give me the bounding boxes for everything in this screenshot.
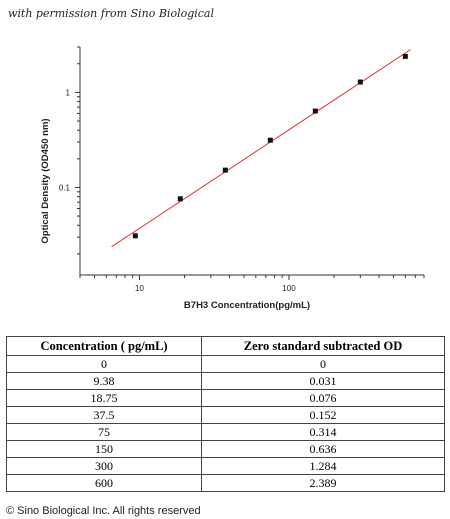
calibration-chart: 10 100 0.1 1 B7H3 Concentration(pg/mL) Optica…	[0, 30, 450, 320]
cell-od: 2.389	[201, 474, 445, 492]
cell-concentration: 37.5	[5, 406, 203, 424]
data-point	[222, 167, 228, 173]
table-row: 600 2.389	[5, 474, 445, 492]
cell-od: 0.636	[201, 440, 445, 458]
x-tick-label: 100	[282, 284, 296, 293]
cell-od: 0.076	[201, 389, 445, 407]
data-point	[312, 108, 318, 114]
table-row: 37.5 0.152	[5, 406, 445, 424]
copyright-text: © Sino Biological Inc. All rights reserv…	[6, 505, 201, 517]
cell-od: 1.284	[201, 457, 445, 475]
x-tick-label: 10	[135, 284, 144, 293]
fit-line	[111, 49, 411, 248]
cell-concentration: 0	[5, 355, 203, 373]
table-row: 18.75 0.076	[5, 389, 445, 407]
cell-od: 0.031	[201, 372, 445, 390]
y-tick-label: 1	[66, 88, 71, 97]
data-point	[267, 137, 273, 143]
data-point	[177, 196, 183, 202]
data-point	[402, 53, 408, 59]
table-row: 9.38 0.031	[5, 372, 445, 390]
cell-concentration: 150	[5, 440, 203, 458]
data-point	[357, 79, 363, 85]
cell-od: 0	[201, 355, 445, 373]
header-od: Zero standard subtracted OD	[201, 336, 445, 356]
cell-concentration: 300	[5, 457, 203, 475]
cell-concentration: 18.75	[5, 389, 203, 407]
data-point	[132, 233, 138, 239]
table-row: 300 1.284	[5, 457, 445, 475]
cell-concentration: 9.38	[5, 372, 203, 390]
cell-od: 0.152	[201, 406, 445, 424]
table-row: 0 0	[5, 355, 445, 373]
table-row: 75 0.314	[5, 423, 445, 441]
x-axis-label: B7H3 Concentration(pg/mL)	[184, 300, 310, 311]
cell-concentration: 600	[5, 474, 203, 492]
table-row: 150 0.636	[5, 440, 445, 458]
header-concentration: Concentration ( pg/mL)	[5, 336, 203, 356]
data-table: Concentration ( pg/mL) Zero standard sub…	[5, 336, 445, 492]
table-header-row: Concentration ( pg/mL) Zero standard sub…	[5, 336, 445, 356]
cell-concentration: 75	[5, 423, 203, 441]
cell-od: 0.314	[201, 423, 445, 441]
y-tick-label: 0.1	[59, 183, 71, 192]
chart-svg: 10 100 0.1 1 B7H3 Concentration(pg/mL) Optica…	[40, 46, 425, 311]
permission-note: with permission from Sino Biological	[8, 7, 215, 20]
y-axis-label: Optical Density (OD450 nm)	[40, 118, 51, 243]
